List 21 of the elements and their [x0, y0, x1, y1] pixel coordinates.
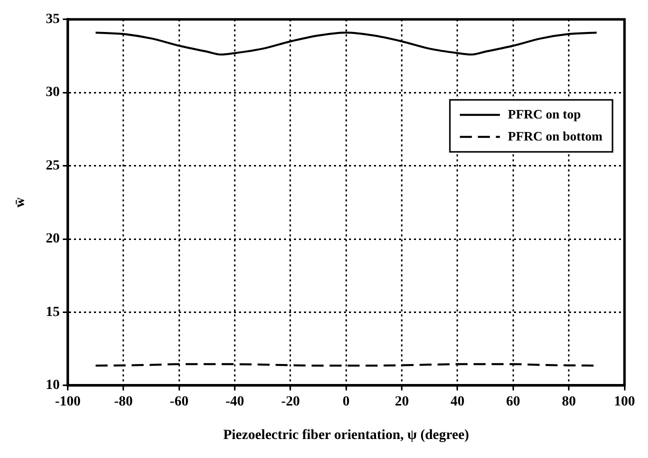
- x-tick-label: 60: [506, 394, 520, 410]
- y-tick-label: 35: [46, 12, 60, 28]
- x-tick-label: -60: [170, 394, 188, 410]
- x-tick-label: 40: [450, 394, 464, 410]
- y-axis-title: w̄: [13, 196, 28, 208]
- x-tick-label: 20: [394, 394, 409, 410]
- x-tick-label: -100: [54, 394, 81, 410]
- y-tick-label: 20: [46, 232, 60, 247]
- legend-label: PFRC on top: [508, 106, 581, 122]
- y-tick-label: 10: [46, 378, 60, 394]
- x-tick-label: 0: [342, 394, 350, 410]
- x-tick-label: -20: [281, 394, 300, 410]
- y-tick-label: 15: [46, 304, 60, 320]
- x-tick-label: -40: [225, 394, 244, 410]
- y-tick-label: 30: [46, 85, 60, 100]
- y-tick-label: 25: [46, 158, 60, 174]
- x-tick-label: -80: [114, 394, 133, 410]
- legend-label: PFRC on bottom: [508, 128, 603, 144]
- x-tick-label: 100: [614, 394, 635, 410]
- x-tick-label: 80: [562, 394, 576, 410]
- x-axis-title: Piezoelectric fiber orientation, ψ (degree): [223, 428, 470, 444]
